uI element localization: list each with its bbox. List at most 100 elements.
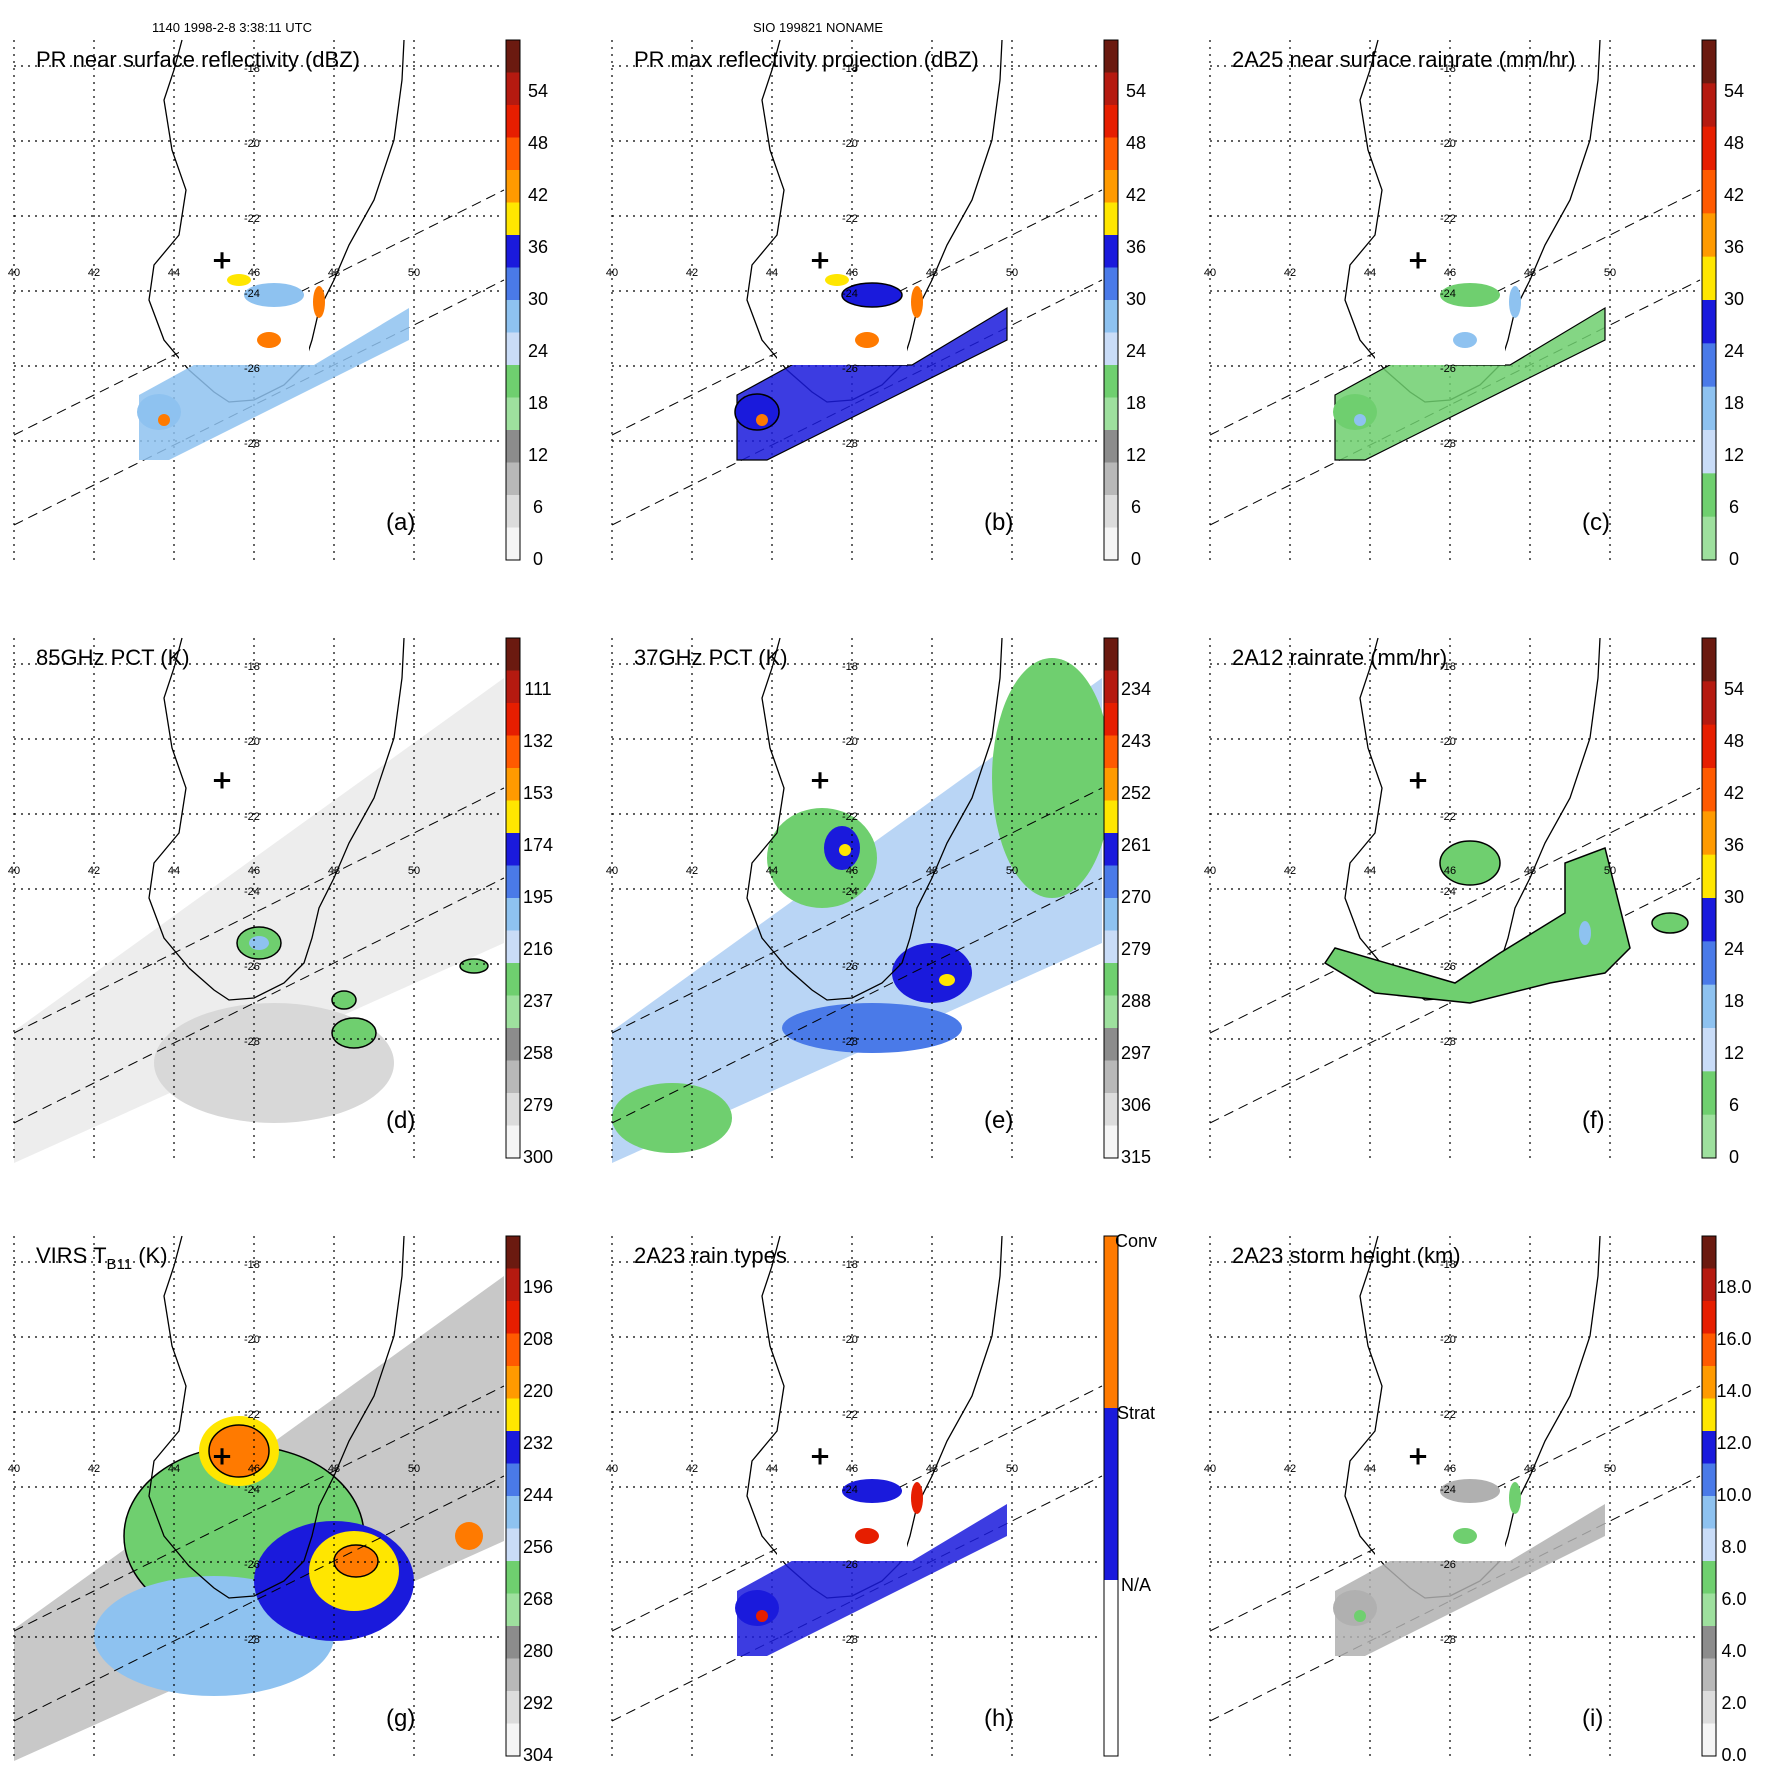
echo-core [1453,332,1477,348]
lat-label: -24 [842,1484,858,1496]
colorbar-tick: 30 [1126,289,1146,309]
lon-label: 50 [1006,1463,1018,1475]
lat-label: -22 [244,213,260,225]
precip-echo [139,308,409,460]
colorbar-tick: 14.0 [1716,1381,1751,1401]
header-storm: SIO 199821 NONAME [753,20,884,35]
lon-label: 50 [408,267,420,279]
lon-label: 42 [88,865,100,877]
graticule [13,1236,504,1756]
lat-label: -20 [244,736,260,748]
colorbar-tick: 132 [523,731,553,751]
echo-cell [1333,1590,1377,1626]
panel-label: (d) [386,1107,415,1134]
panel-label: (h) [984,1705,1013,1732]
lat-label: -18 [244,1259,260,1271]
colorbar: 18.0 16.0 14.0 12.0 10.0 8.0 6.0 4.0 2.0 0.0 [1701,1235,1752,1765]
panel-i: + -18 -20 -22 -24 -26 -28 40 42 44 46 48 50 2A23 stor… [1204,1235,1752,1765]
colorbar-tick: 48 [1724,133,1744,153]
warm-region [612,1083,732,1153]
swath-edge [13,1385,505,1632]
colorbar-tick: 18 [1126,393,1146,413]
lon-label: 42 [686,267,698,279]
colorbar-tick: 256 [523,1537,553,1557]
lon-label: 46 [1444,1463,1456,1475]
lon-label: 50 [1604,865,1616,877]
cloud-cluster [459,958,489,974]
lon-label: 50 [408,1463,420,1475]
echo-cell [842,1479,902,1503]
coastline [1344,637,1601,1001]
echo-core [756,1610,768,1622]
colorbar-tick: 280 [523,1641,553,1661]
panel-h: + -18 -20 -22 -24 -26 -28 40 42 44 46 48 50 2A23 rain… [606,1231,1157,1757]
echo-cell [841,282,903,308]
lat-label: -24 [842,886,858,898]
lat-label: -28 [1440,1036,1456,1048]
panel-g: + -18 -20 -22 -24 -26 -28 40 42 44 46 48 50 VIRS TB11… [8,1235,553,1765]
colorbar-tick: 237 [523,991,553,1011]
rain-core [1579,921,1591,945]
lat-label: -24 [1440,288,1456,300]
lon-label: 48 [926,865,938,877]
echo-core [825,274,849,286]
colorbar-tick: 279 [1121,939,1151,959]
colorbar-tick: 0.0 [1721,1745,1746,1765]
colorbar-tick: 0 [1729,549,1739,569]
lat-label: -20 [1440,736,1456,748]
colorbar-tick: 6 [1131,497,1141,517]
colorbar-tick: 292 [523,1693,553,1713]
colorbar: 234 243 252 261 270 279 288 297 306 315 [1103,637,1151,1167]
scattering-peak [939,974,955,986]
lat-label: -22 [1440,811,1456,823]
colorbar: 196 208 220 232 244 256 268 280 292 304 [505,1235,553,1765]
lat-label: -26 [1440,1559,1456,1571]
lat-label: -26 [1440,363,1456,375]
colorbar: Conv Strat N/A [1103,1231,1157,1757]
lat-label: -18 [244,63,260,75]
lat-label: -28 [1440,1634,1456,1646]
lat-label: -24 [244,886,260,898]
echo-core [257,332,281,348]
lat-label: -22 [842,811,858,823]
colorbar-tick: N/A [1121,1575,1151,1595]
echo-core [1453,1528,1477,1544]
lat-label: -24 [244,1484,260,1496]
panel-title: VIRS TB11 (K) [36,1243,168,1273]
lat-label: -26 [842,363,858,375]
panel-label: (b) [984,509,1013,536]
lon-label: 48 [1524,865,1536,877]
colorbar-tick: 54 [1126,81,1146,101]
swath-edge [1209,787,1701,1034]
swath-edge [13,1475,505,1722]
colorbar-tick: 16.0 [1716,1329,1751,1349]
colorbar-tick: Strat [1117,1403,1155,1423]
lat-label: -28 [244,1036,260,1048]
colorbar-tick: 42 [1724,783,1744,803]
storm-center-marker: + [211,1442,233,1472]
swath-fill [612,678,1102,1163]
lon-label: 50 [1604,267,1616,279]
colorbar-tick: 279 [523,1095,553,1115]
colorbar-tick: 24 [1724,341,1744,361]
lat-label: -20 [842,1334,858,1346]
colorbar-tick: 270 [1121,887,1151,907]
colorbar-tick: 4.0 [1721,1641,1746,1661]
lon-label: 50 [1006,865,1018,877]
colorbar-tick: 0 [1131,549,1141,569]
panel-label: (c) [1582,509,1610,536]
lon-label: 40 [8,865,20,877]
echo-cell [1333,394,1377,430]
lon-label: 44 [766,267,778,279]
lon-label: 50 [408,865,420,877]
colorbar-tick: 42 [1126,185,1146,205]
scattering-region [782,1003,962,1053]
storm-center-marker: + [809,246,831,276]
lon-label: 46 [1444,267,1456,279]
storm-center-marker: + [1407,766,1429,796]
lon-label: 48 [328,267,340,279]
swath-edge [13,877,505,1124]
echo-cell [1440,283,1500,307]
lat-label: -20 [1440,1334,1456,1346]
colorbar-tick: 2.0 [1721,1693,1746,1713]
